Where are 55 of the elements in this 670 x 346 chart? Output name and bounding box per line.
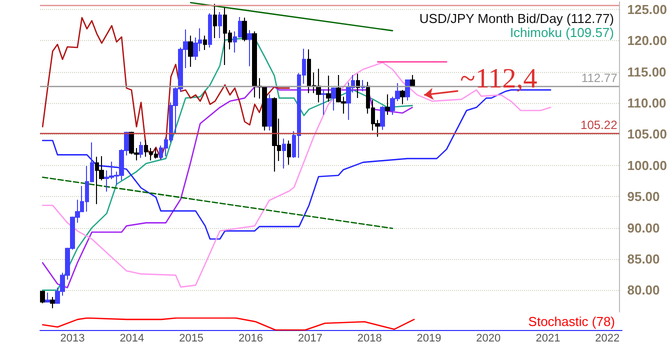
candlestick xyxy=(213,3,217,39)
x-tick-label: 2014 xyxy=(120,332,144,344)
candlestick xyxy=(282,138,286,170)
x-tick-label: 2021 xyxy=(536,332,560,344)
candlestick xyxy=(287,140,291,166)
candlestick xyxy=(400,89,405,105)
text: Ichimoku (109.57) xyxy=(510,25,614,40)
candlestick xyxy=(40,290,45,304)
x-tick-label: 2022 xyxy=(595,332,620,344)
x-tick-label: 2018 xyxy=(357,332,382,344)
candlestick xyxy=(380,106,385,130)
candlestick xyxy=(316,68,321,103)
candlestick xyxy=(385,94,390,116)
text: USD/JPY Month Bid/Day (112.77) xyxy=(419,11,614,26)
candlestick xyxy=(203,35,207,51)
candlestick xyxy=(247,30,252,67)
candlestick xyxy=(272,96,277,172)
y-tick-label: 120.00 xyxy=(627,33,668,48)
candlestick xyxy=(410,74,415,88)
candlestick xyxy=(267,94,272,131)
candlestick xyxy=(326,75,331,102)
y-tick-label: 95.00 xyxy=(627,189,660,204)
y-tick-label: 100.00 xyxy=(627,158,668,173)
text: Stochastic (78) xyxy=(528,314,615,329)
x-tick-label: 2019 xyxy=(416,332,442,344)
candlestick xyxy=(242,17,247,42)
ref-line-label: 112.77 xyxy=(581,70,618,85)
y-tick-label: 115.00 xyxy=(627,64,666,80)
y-tick-label: 90.00 xyxy=(627,220,660,236)
y-tick-label: 105.00 xyxy=(627,126,668,142)
line-series xyxy=(42,62,552,288)
x-tick-label: 2015 xyxy=(179,332,204,344)
candlestick xyxy=(139,141,143,158)
x-tick-label: 2016 xyxy=(238,332,263,344)
y-tick-label: 80.00 xyxy=(627,282,660,298)
y-tick-label: 110.00 xyxy=(627,96,666,111)
candlestick xyxy=(331,86,336,112)
y-tick-label: 125.00 xyxy=(627,2,668,17)
candlestick xyxy=(208,12,212,48)
candlestick xyxy=(50,296,55,309)
x-tick-label: 2017 xyxy=(298,332,322,344)
x-tick-label: 2020 xyxy=(476,332,501,344)
candlestick xyxy=(405,79,410,102)
y-tick-label: 85.00 xyxy=(627,251,660,266)
annotation: ~112,4 xyxy=(460,63,538,94)
line-series xyxy=(42,38,413,291)
candlestick xyxy=(218,11,222,39)
x-tick-label: 2013 xyxy=(60,332,85,344)
candlestick xyxy=(356,73,360,99)
candlestick xyxy=(45,292,50,303)
candlestick xyxy=(188,35,193,68)
candlestick xyxy=(321,88,326,116)
line-series xyxy=(42,16,290,160)
line-series xyxy=(42,86,413,288)
ref-line-label: 105.22 xyxy=(580,118,618,132)
